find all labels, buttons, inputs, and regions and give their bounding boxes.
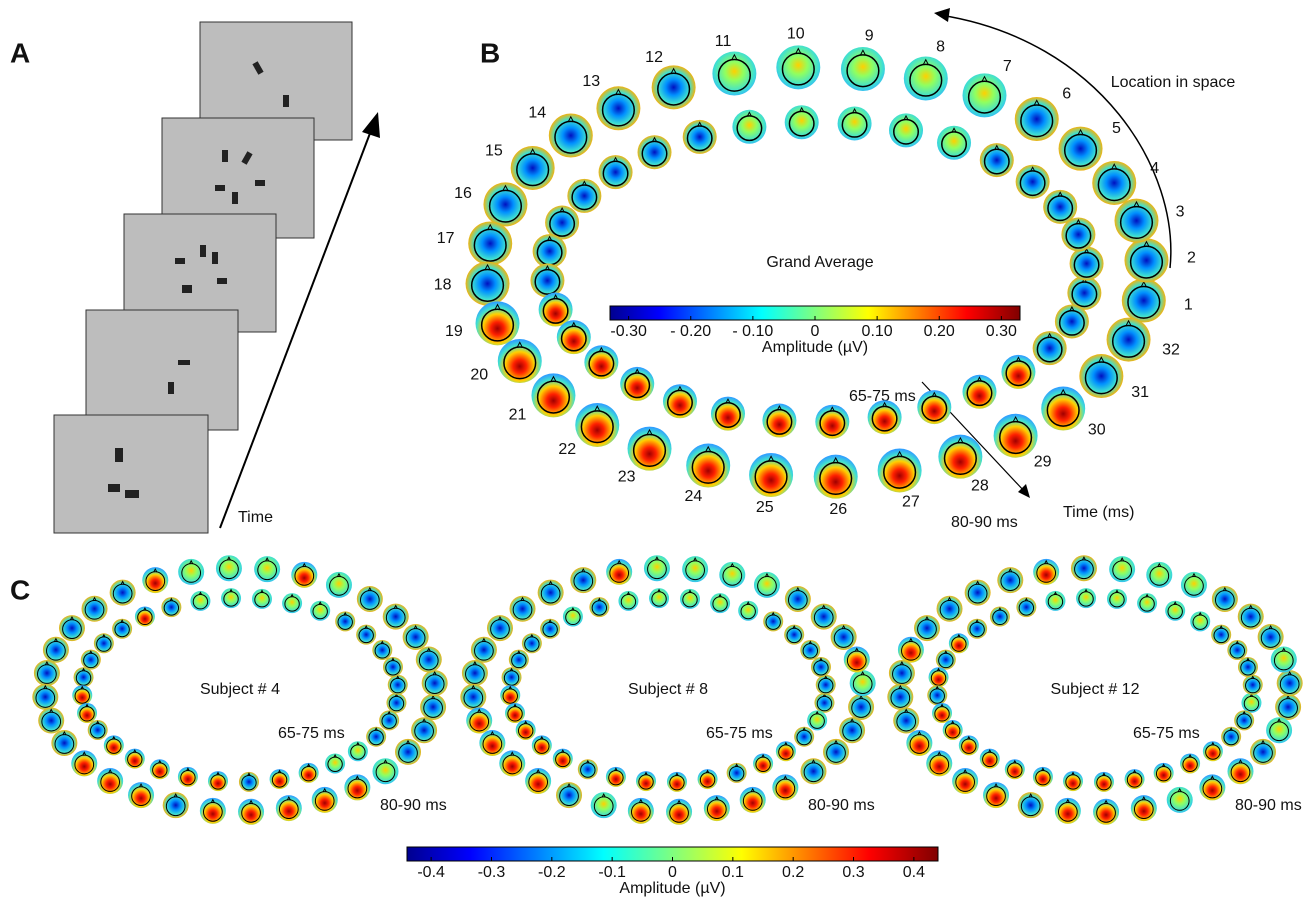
location-number: 4 — [1150, 160, 1159, 177]
colorbar-tick-label: 0.3 — [842, 864, 864, 881]
location-number: 27 — [902, 494, 920, 511]
colorbar-tick-label: -0.4 — [417, 864, 445, 881]
colorbar-tick-label: - 0.10 — [732, 323, 773, 340]
colorbar: -0.4 -0.3 -0.2 -0.1 0 0.1 0.2 0.3 0.4 Amplitude (… — [407, 847, 938, 897]
location-number: 14 — [528, 105, 546, 122]
location-number: 24 — [684, 488, 702, 505]
colorbar-tick-label: 0.30 — [986, 323, 1017, 340]
location-number: 21 — [509, 406, 527, 423]
location-number: 29 — [1034, 453, 1052, 470]
colorbar-tick-label: 0.10 — [862, 323, 893, 340]
location-number: 8 — [936, 39, 945, 56]
location-number: 26 — [829, 501, 847, 518]
panel-letter: B — [480, 37, 500, 68]
time-label: Time — [238, 509, 273, 526]
title: Grand Average — [766, 254, 873, 271]
inner-ring-label: 65-75 ms — [706, 725, 773, 742]
location-number: 12 — [645, 49, 663, 66]
location-number: 30 — [1088, 422, 1106, 439]
inner-ring-label: 65-75 ms — [1133, 725, 1200, 742]
location-number: 6 — [1062, 86, 1071, 103]
subject-title: Subject # 4 — [200, 681, 280, 698]
location-number: 18 — [434, 277, 452, 294]
colorbar-tick-label: -0.30 — [610, 323, 647, 340]
colorbar-label: Amplitude (µV) — [619, 880, 725, 897]
location-number: 11 — [715, 33, 732, 50]
location-number: 28 — [971, 478, 989, 495]
colorbar-tick-label: -0.2 — [538, 864, 566, 881]
location-number: 16 — [454, 185, 472, 202]
colorbar: -0.30 - 0.20 - 0.10 0 0.10 0.20 0.30 Amplitude … — [610, 306, 1020, 356]
location-number: 1 — [1184, 296, 1193, 313]
colorbar-tick-label: 0.2 — [782, 864, 804, 881]
location-number: 10 — [787, 26, 805, 43]
subject-maps: Subject # 4 65-75 ms 80-90 ms Subject # 8 65… — [32, 555, 1302, 825]
location-number: 5 — [1112, 120, 1121, 137]
colorbar-tick-label: -0.3 — [478, 864, 506, 881]
colorbar-tick-label: -0.1 — [598, 864, 626, 881]
location-number: 31 — [1131, 384, 1149, 401]
location-arrowhead — [934, 8, 950, 22]
location-number: 23 — [618, 468, 636, 485]
location-number: 20 — [470, 367, 488, 384]
stimulus-frames — [54, 22, 352, 533]
colorbar-label: Amplitude (µV) — [762, 339, 868, 356]
location-number: 2 — [1187, 250, 1196, 267]
outer-ring-label: 80-90 ms — [380, 797, 447, 814]
panel-letter: A — [10, 37, 30, 68]
location-number: 15 — [485, 142, 503, 159]
location-number: 25 — [756, 499, 774, 516]
outer-ring-label: 80-90 ms — [1235, 797, 1302, 814]
colorbar-tick-label: 0 — [811, 323, 820, 340]
inner-ring-label: 65-75 ms — [278, 725, 345, 742]
subject-title: Subject # 8 — [628, 681, 708, 698]
location-number: 13 — [582, 73, 600, 90]
panel-letter: C — [10, 574, 30, 605]
location-number: 7 — [1003, 58, 1012, 75]
figure: A Time B Location in space Grand Average… — [0, 0, 1313, 898]
location-number: 32 — [1162, 342, 1180, 359]
location-number: 22 — [558, 441, 576, 458]
grand-average-maps: 1234567891011121314151617181920212223242… — [434, 26, 1196, 518]
location-number: 9 — [865, 28, 874, 45]
location-number: 17 — [437, 230, 455, 247]
colorbar-tick-label: 0 — [668, 864, 677, 881]
subject-title: Subject # 12 — [1051, 681, 1140, 698]
time-axis-label: Time (ms) — [1063, 504, 1134, 521]
colorbar-tick-label: - 0.20 — [670, 323, 711, 340]
outer-ring-label: 80-90 ms — [808, 797, 875, 814]
location-label: Location in space — [1111, 74, 1236, 91]
location-number: 3 — [1176, 204, 1185, 221]
colorbar-tick-label: 0.20 — [924, 323, 955, 340]
location-number: 19 — [445, 323, 463, 340]
colorbar-tick-label: 0.4 — [903, 864, 925, 881]
colorbar-tick-label: 0.1 — [722, 864, 744, 881]
outer-ring-label: 80-90 ms — [951, 514, 1018, 531]
